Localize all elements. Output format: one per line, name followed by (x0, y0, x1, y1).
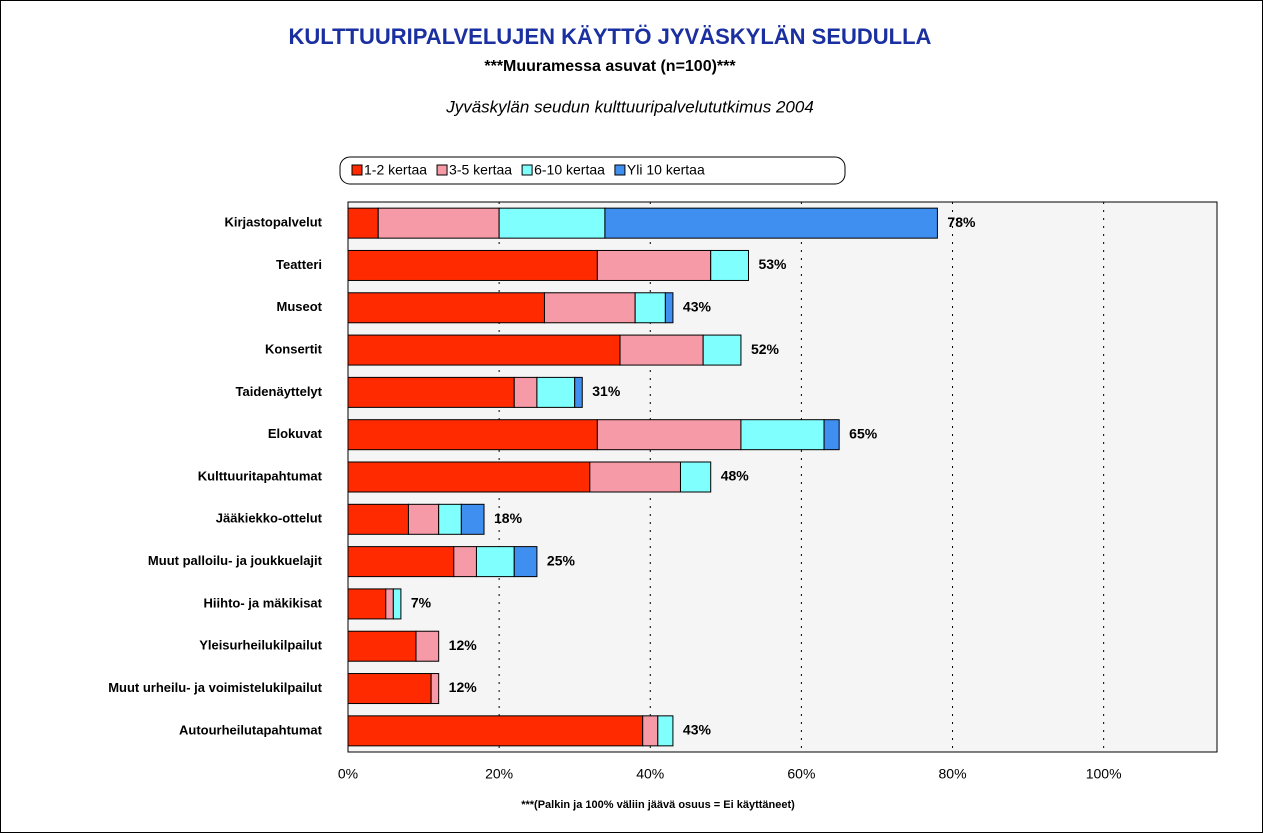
bar-segment (347, 461, 591, 493)
bar-segment (642, 715, 659, 747)
category-label: Kirjastopalvelut (224, 215, 322, 230)
bar-segment (407, 503, 440, 535)
total-label: 12% (449, 679, 478, 695)
x-tick-label: 80% (939, 766, 967, 782)
bar-segment (657, 715, 674, 747)
legend-swatch (614, 164, 626, 176)
total-label: 65% (849, 425, 878, 441)
x-tick-label: 100% (1086, 766, 1122, 782)
bar-segment (347, 630, 417, 662)
legend-label: 3-5 kertaa (449, 162, 512, 178)
bar-segment (740, 419, 825, 451)
bar-segment (664, 292, 674, 324)
legend-swatch (351, 164, 363, 176)
bar-segment (634, 292, 666, 324)
bar-segment (513, 546, 538, 578)
bar-segment (347, 249, 598, 281)
category-label: Elokuvat (268, 426, 323, 441)
legend-swatch (521, 164, 533, 176)
chart-title: KULTTUURIPALVELUJEN KÄYTTÖ JYVÄSKYLÄN SE… (289, 24, 932, 49)
total-label: 48% (721, 468, 750, 484)
bar-segment (498, 207, 606, 239)
bar-segment (430, 673, 440, 705)
bar-segment (536, 376, 576, 408)
bar-segment (710, 249, 749, 281)
bar-segment (392, 588, 402, 620)
legend-label: Yli 10 kertaa (627, 162, 705, 178)
total-label: 53% (758, 256, 787, 272)
bar-segment (347, 503, 409, 535)
bar-segment (679, 461, 712, 493)
total-label: 12% (449, 637, 478, 653)
bar-segment (347, 673, 432, 705)
bar-segment (596, 249, 712, 281)
x-tick-label: 60% (787, 766, 815, 782)
category-label: Autourheilutapahtumat (179, 722, 323, 737)
total-label: 43% (683, 722, 712, 738)
category-label: Muut urheilu- ja voimistelukilpailut (108, 680, 322, 695)
x-tick-label: 20% (485, 766, 513, 782)
bar-segment (377, 207, 500, 239)
total-label: 25% (547, 552, 576, 568)
x-tick-label: 40% (636, 766, 664, 782)
category-label: Yleisurheilukilpailut (199, 638, 322, 653)
legend-box (339, 156, 846, 185)
bar-segment (347, 207, 379, 239)
bar-segment (596, 419, 742, 451)
bar-segment (415, 630, 440, 662)
category-label: Taidenäyttelyt (236, 384, 323, 399)
bar-segment (453, 546, 477, 578)
bar-segment (589, 461, 681, 493)
category-label: Muut palloilu- ja joukkuelajit (148, 553, 323, 568)
category-label: Jääkiekko-ottelut (216, 511, 323, 526)
x-tick-label: 0% (338, 766, 358, 782)
bar-segment (347, 334, 621, 366)
bar-segment (574, 376, 583, 408)
total-label: 43% (683, 298, 712, 314)
bar-segment (347, 715, 644, 747)
footnote: ***(Palkin ja 100% väliin jäävä osuus = … (521, 799, 795, 811)
bar-segment (604, 207, 938, 239)
total-label: 52% (751, 341, 780, 357)
bar-segment (347, 292, 545, 324)
bar-segment (347, 588, 387, 620)
category-label: Konsertit (265, 342, 323, 357)
category-label: Kulttuuritapahtumat (198, 468, 323, 483)
category-label: Teatteri (276, 257, 322, 272)
category-label: Museot (277, 299, 323, 314)
total-label: 7% (411, 595, 432, 611)
bar-segment (347, 376, 515, 408)
bar-segment (619, 334, 704, 366)
chart-subtitle: ***Muuramessa asuvat (n=100)*** (484, 58, 736, 75)
bar-segment (460, 503, 485, 535)
source: Jyväskylän seudun kulttuuripalvelututkim… (445, 97, 814, 116)
total-label: 31% (592, 383, 621, 399)
bar-segment (823, 419, 840, 451)
total-label: 78% (947, 214, 976, 230)
bar-segment (347, 419, 598, 451)
bar-segment (385, 588, 394, 620)
bar-segment (702, 334, 742, 366)
legend-swatch (436, 164, 448, 176)
bar-segment (438, 503, 462, 535)
bar-segment (543, 292, 636, 324)
legend-label: 6-10 kertaa (534, 162, 605, 178)
bar-segment (347, 546, 455, 578)
bar-segment (475, 546, 515, 578)
bar-segment (513, 376, 538, 408)
category-label: Hiihto- ja mäkikisat (204, 595, 323, 610)
legend-label: 1-2 kertaa (364, 162, 427, 178)
total-label: 18% (494, 510, 523, 526)
